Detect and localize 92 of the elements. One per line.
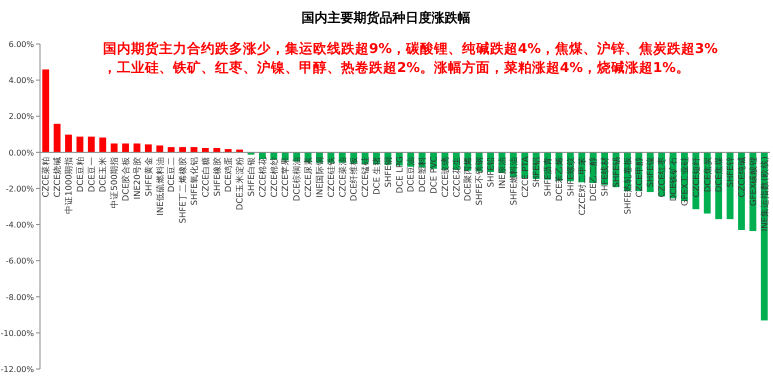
bar xyxy=(202,148,209,152)
bar xyxy=(190,147,198,152)
x-tick-label: DCE 生猪 xyxy=(371,156,382,195)
y-tick-label: -4.00% xyxy=(6,220,34,230)
x-tick-label: 中证500期指 xyxy=(109,156,120,209)
bar xyxy=(156,145,164,152)
annotation: 国内期货主力合约跌多涨少，集运欧线跌超9%，碳酸锂、纯碱跌超4%，焦煤、沪锌、焦炭跌超3%，工业硅、铁矿、红枣、沪镍、甲醇、热卷跌超2%。涨幅方面，菜粕涨超4%，烧碱涨超1%。 xyxy=(103,40,718,76)
x-tick-label: INE原油 xyxy=(496,156,508,189)
x-tick-label: 中证1000期指 xyxy=(64,156,75,214)
x-tick-label: DCE胶合板 xyxy=(120,156,132,202)
bar xyxy=(179,147,186,152)
x-tick-label: SHFE橡胶 xyxy=(212,156,223,196)
x-tick-label: CZCE苹果 xyxy=(280,156,292,198)
bar xyxy=(42,69,50,152)
x-tick-label: SHFE铝 xyxy=(531,156,542,188)
bar xyxy=(65,134,72,152)
x-tick-label: SHFE白银 xyxy=(246,156,258,196)
x-tick-label: CZCE红枣 xyxy=(656,156,668,198)
x-tick-label: SHFE锡 xyxy=(611,156,622,188)
y-tick-label: -2.00% xyxy=(6,184,34,194)
x-tick-label: DCE焦煤 xyxy=(714,156,725,192)
x-tick-label: GFEX工业硅 xyxy=(679,156,690,206)
x-tick-label: SHFE沥青 xyxy=(542,156,554,196)
x-tick-label: DCE苯乙烯 xyxy=(554,156,565,202)
bar xyxy=(110,143,118,152)
x-tick-label: CZCE PTA xyxy=(520,156,531,198)
x-tick-label: DCE玉米 xyxy=(98,156,109,192)
x-tick-label: DCE塑料 xyxy=(417,156,428,192)
x-tick-label: SHFE热轧卷板 xyxy=(622,156,634,214)
x-tick-label: DCE豆二 xyxy=(166,156,178,192)
x-tick-label: CZCE短纤 xyxy=(690,156,702,198)
x-tick-label: CZCE棉纱 xyxy=(268,156,280,198)
x-tick-label: DCE纤维板 xyxy=(348,156,360,202)
bar xyxy=(236,150,244,152)
x-tick-label: DCE豆一 xyxy=(86,156,98,192)
x-tick-label: INE国际铜 xyxy=(314,156,326,198)
x-tick-label: INE20号胶 xyxy=(132,156,143,200)
x-tick-label: CZCE花生 xyxy=(451,156,462,198)
bar xyxy=(54,124,61,152)
x-tick-label: CZCE锰硅 xyxy=(360,156,372,198)
x-tick-label: DCE豆油 xyxy=(406,156,417,192)
x-tick-label: CZCE玻璃 xyxy=(440,156,451,198)
x-tick-label: SHFE氧化铝 xyxy=(188,156,200,206)
x-tick-label: CZCE棉花 xyxy=(257,156,268,198)
x-tick-label: CZCE甲醇 xyxy=(634,156,645,198)
x-tick-label: SHFE铅 xyxy=(486,156,497,188)
x-tick-label: CZCE尿素 xyxy=(303,156,314,198)
y-tick-label: 6.00% xyxy=(8,40,34,49)
x-tick-label: CZCE纯碱 xyxy=(736,156,748,198)
x-tick-label: DCE豆粕 xyxy=(74,156,86,192)
x-tick-label: SHFE螺纹 xyxy=(565,156,576,196)
x-tick-label: DCE铁矿石 xyxy=(668,156,680,202)
x-tick-label: DCE鸡蛋 xyxy=(223,156,234,192)
x-tick-label: GFEX碳酸锂 xyxy=(748,156,759,206)
x-tick-label: CZCE硅铁 xyxy=(326,156,337,198)
x-tick-label: SHFE锌 xyxy=(725,156,736,188)
x-tick-label: CZCE菜粕 xyxy=(40,156,52,198)
bar xyxy=(134,143,140,152)
bar xyxy=(144,144,152,152)
chart-title: 国内主要期货品种日度涨跌幅 xyxy=(302,10,470,26)
bar xyxy=(99,138,106,152)
x-tick-label: SHFE不锈钢 xyxy=(474,156,486,206)
bar xyxy=(76,136,84,152)
bar xyxy=(122,143,129,152)
y-tick-label: 2.00% xyxy=(8,112,34,122)
bar xyxy=(168,147,175,152)
x-tick-label: DCE棕榈油 xyxy=(292,156,303,202)
x-tick-label: SHFE铜 xyxy=(382,156,394,188)
y-tick-label: -8.00% xyxy=(6,292,34,302)
x-tick-label: DCE LPG xyxy=(395,156,406,194)
x-tick-label: CZCE菜油 xyxy=(337,156,348,198)
bar xyxy=(88,136,95,152)
x-tick-label: DCE焦炭 xyxy=(702,156,714,192)
x-tick-label: DCE聚丙烯 xyxy=(462,156,474,202)
y-tick-label: 4.00% xyxy=(8,76,34,86)
x-tick-label: SHFE镍 xyxy=(645,156,656,188)
y-tick-label: -10.00% xyxy=(0,328,34,338)
x-tick-label: CZCE对二甲苯 xyxy=(576,156,588,216)
x-tick-label: INE低硫燃料油 xyxy=(154,156,166,216)
x-tick-label: DCE PVC xyxy=(430,156,440,194)
x-tick-label: SHFE线材 xyxy=(600,156,611,196)
y-tick-label: -12.00% xyxy=(0,365,34,374)
x-tick-label: CZCE白糖 xyxy=(200,156,212,198)
x-tick-label: SHFE丁二烯橡胶 xyxy=(178,156,189,224)
x-tick-label: DCE玉米淀粉 xyxy=(234,156,246,210)
x-tick-label: INE集运指数(欧线) xyxy=(759,156,770,232)
x-tick-label: CZCE烧碱 xyxy=(52,156,64,198)
y-tick-label: 0.00% xyxy=(8,148,34,158)
y-tick-label: -6.00% xyxy=(6,256,34,266)
x-tick-label: DCE乙二醇 xyxy=(588,156,600,202)
x-tick-label: SHFE黄金 xyxy=(143,156,154,196)
x-tick-label: SHFE燃料油 xyxy=(508,156,520,206)
